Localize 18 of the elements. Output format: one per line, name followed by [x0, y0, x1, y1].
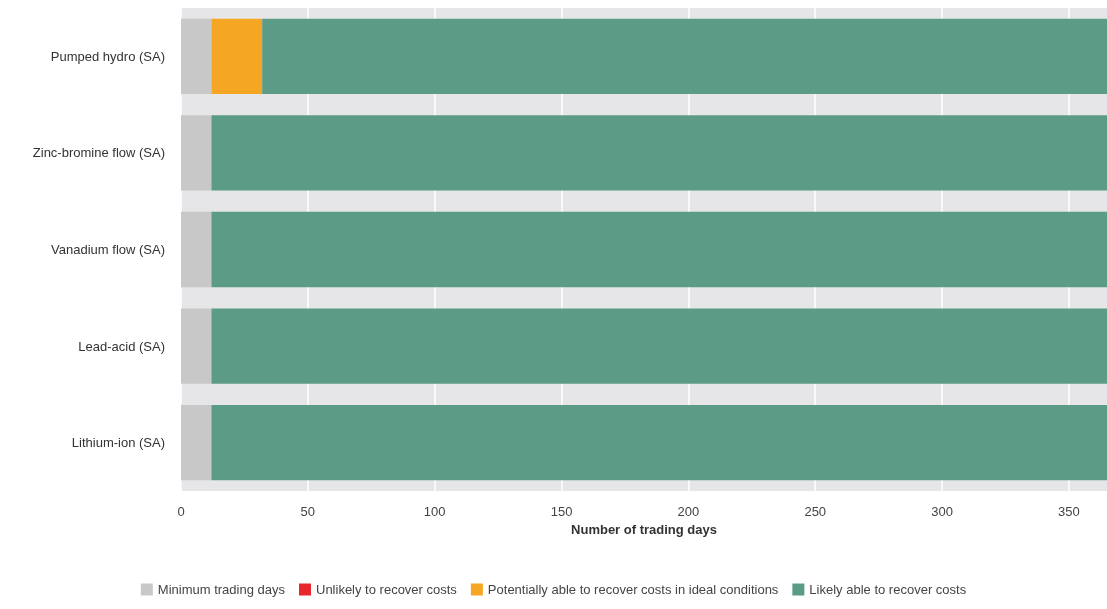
legend-label: Minimum trading days	[157, 582, 286, 597]
legend-label: Potentially able to recover costs in ideal conditions	[487, 582, 779, 597]
x-tick-label: 0	[177, 504, 185, 519]
x-tick-label: 350	[1058, 504, 1080, 519]
y-tick-label: Zinc-bromine flow (SA)	[32, 145, 165, 161]
legend-label: Likely able to recover costs	[809, 582, 967, 597]
y-tick-label: Lead-acid (SA)	[78, 338, 165, 354]
x-tick-label: 300	[931, 504, 953, 519]
x-tick-label: 200	[677, 504, 700, 519]
y-tick-label: Pumped hydro (SA)	[50, 48, 165, 64]
x-axis-title: Number of trading days	[571, 522, 717, 537]
x-tick-label: 250	[804, 504, 827, 519]
x-tick-label: 50	[300, 504, 316, 519]
legend-label: Unlikely to recover costs	[315, 582, 458, 597]
y-tick-label: Vanadium flow (SA)	[51, 242, 165, 257]
y-tick-label: Lithium-ion (SA)	[71, 435, 165, 451]
x-tick-label: 100	[423, 504, 446, 519]
x-tick-label: 150	[550, 504, 573, 519]
